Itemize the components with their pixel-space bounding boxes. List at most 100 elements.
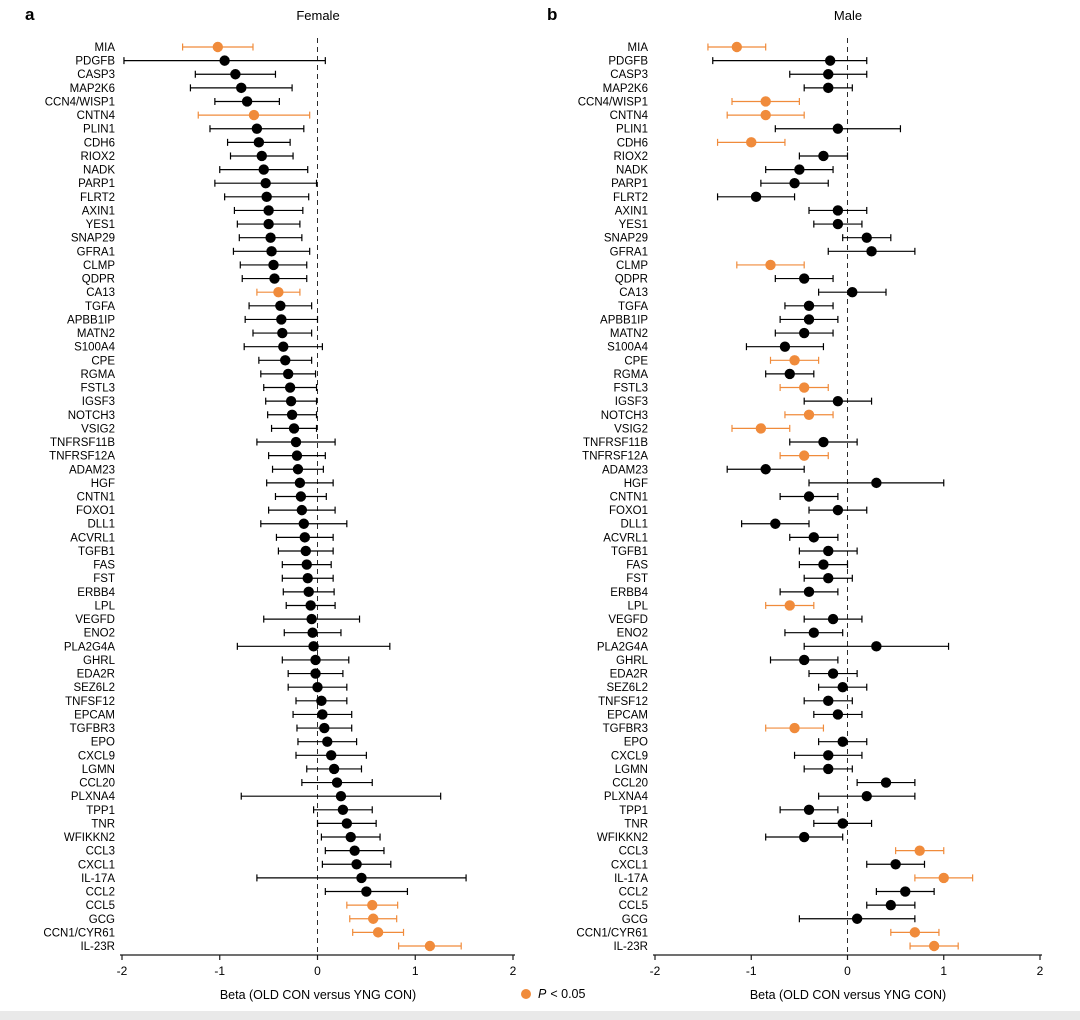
gene-row: CCN1/CYR61 [43,927,405,939]
x-tick-label: -1 [746,964,757,978]
gene-row: RGMA [614,368,815,381]
beta-point [803,586,815,598]
beta-point [258,164,269,175]
beta-point [288,423,300,434]
beta-point [779,341,791,352]
gene-row: GHRL [83,654,350,667]
gene-label: APBB1IP [67,314,115,326]
beta-point [823,573,834,584]
gene-row: PLXNA4 [604,790,916,803]
gene-label: RIOX2 [613,151,648,163]
beta-point [798,831,810,843]
gene-label: GHRL [83,655,116,667]
gene-label: HGF [624,478,648,490]
gene-label: NOTCH3 [68,410,115,422]
gene-row: CCL5 [619,899,916,912]
gene-row: AXIN1 [615,205,868,217]
gene-label: ACVRL1 [70,532,115,544]
gene-row: EPO [91,736,358,749]
gene-row: NADK [616,164,834,177]
gene-label: TNFRSF11B [50,437,115,449]
gene-label: TNR [91,818,115,830]
gene-label: SNAP29 [604,233,648,245]
beta-point [827,668,839,679]
beta-point [241,96,253,107]
gene-row: CCL5 [86,899,399,912]
beta-point [823,82,834,94]
beta-point [285,395,297,407]
beta-point [368,913,379,924]
gene-label: NADK [83,165,115,177]
beta-point [789,722,800,734]
gene-label: LGMN [615,764,648,776]
gene-row: NOTCH3 [68,409,318,422]
beta-point [794,164,805,175]
gene-row: WFIKKN2 [64,831,381,844]
gene-row: APBB1IP [67,314,319,326]
beta-point [885,899,897,911]
gene-label: ADAM23 [602,464,648,476]
gene-label: TPP1 [619,805,648,817]
x-tick-label: 1 [412,964,419,978]
gene-label: TGFBR3 [603,723,648,735]
gene-row: CXCL9 [78,750,367,762]
beta-point [803,314,815,325]
beta-point [900,886,911,897]
gene-row: ENO2 [84,627,342,640]
beta-point [837,818,848,829]
gene-label: WFIKKN2 [64,832,115,844]
gene-label: CXCL1 [611,859,648,871]
beta-point [236,82,247,94]
gene-label: CCN4/WISP1 [578,96,648,108]
gene-row: CLMP [83,259,308,272]
beta-point [837,736,848,747]
gene-label: SNAP29 [71,233,115,245]
gene-row: CXCL9 [611,750,863,762]
gene-label: QDPR [615,274,648,286]
gene-label: TGFBR3 [70,723,115,735]
beta-point [335,790,347,802]
gene-label: CA13 [86,287,115,299]
gene-label: TNR [624,818,648,830]
beta-point [280,355,291,366]
gene-label: S100A4 [74,342,116,354]
gene-row: GHRL [616,654,839,667]
gene-row: DLL1 [621,518,810,531]
beta-point [278,341,289,352]
beta-point [803,409,815,420]
gene-row: MATN2 [610,327,834,340]
gene-label: LGMN [82,764,115,776]
gene-row: TGFA [618,300,834,313]
beta-point [307,627,318,638]
gene-label: CCL3 [619,846,648,858]
gene-label: CCL2 [86,887,115,899]
gene-row: NOTCH3 [601,409,834,422]
gene-row: TGFA [85,300,313,313]
beta-point [345,831,356,843]
gene-label: MAP2K6 [603,83,648,95]
gene-label: EPCAM [607,709,648,721]
gene-row: CDH6 [84,137,291,149]
x-tick-label: 1 [940,964,947,978]
beta-point [286,409,298,420]
gene-row: TGFB1 [78,545,334,558]
gene-row: EPCAM [607,709,863,721]
gene-label: EPO [624,737,648,749]
gene-label: CDH6 [84,137,115,149]
gene-label: ADAM23 [69,464,115,476]
beta-point [755,423,767,434]
beta-point [789,355,800,366]
gene-label: SEZ6L2 [73,682,115,694]
gene-label: CCN4/WISP1 [45,96,115,108]
panel-b-title: Male [833,8,863,23]
gene-row: ADAM23 [69,464,324,476]
beta-point [880,777,892,788]
gene-row: MIA [95,41,254,54]
beta-point [253,137,265,148]
beta-point [212,41,223,53]
beta-point [823,69,834,80]
beta-point [760,96,771,107]
gene-label: FOXO1 [609,505,648,517]
gene-row: EPO [624,736,868,749]
